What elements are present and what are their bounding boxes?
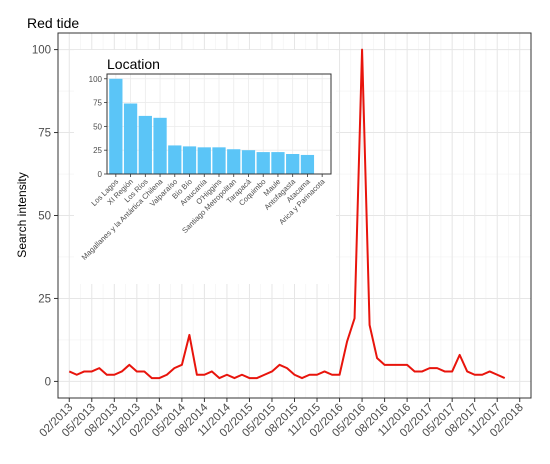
inset-bar — [286, 154, 300, 174]
inset-y-tick-label: 25 — [93, 146, 102, 155]
inset-y-tick-label: 0 — [98, 170, 103, 179]
inset-bar — [256, 152, 270, 174]
inset-bar — [109, 78, 123, 174]
inset-bars — [109, 78, 315, 174]
inset-bar — [168, 145, 182, 174]
inset-y-tick-label: 50 — [93, 122, 102, 131]
inset-bar — [138, 115, 152, 174]
y-tick-label: 75 — [38, 128, 51, 140]
main-series-group — [68, 48, 506, 380]
inset-bar — [123, 103, 138, 174]
inset-bar — [241, 150, 256, 174]
inset-bar — [271, 152, 285, 174]
y-tick-label: 25 — [38, 293, 51, 305]
inset-bar — [227, 149, 241, 174]
y-tick-label: 0 — [45, 376, 51, 388]
inset-chart-title: Location — [107, 56, 160, 72]
y-tick-label: 50 — [38, 211, 51, 223]
inset-y-axis: 0 25 50 75 100 — [89, 75, 107, 179]
inset-y-tick-label: 100 — [89, 75, 103, 84]
main-y-axis: 0 25 50 75 100 — [32, 45, 58, 388]
inset-bar — [212, 147, 226, 174]
inset-bar — [182, 146, 197, 174]
inset-bar — [153, 117, 167, 174]
main-y-axis-title: Search intensity — [15, 172, 29, 257]
series-line — [68, 48, 506, 380]
inset-y-tick-label: 75 — [93, 99, 102, 108]
y-tick-label: 100 — [32, 45, 51, 57]
inset-bar — [300, 154, 315, 174]
inset-bar — [197, 147, 211, 174]
main-chart-title: Red tide — [27, 15, 79, 31]
